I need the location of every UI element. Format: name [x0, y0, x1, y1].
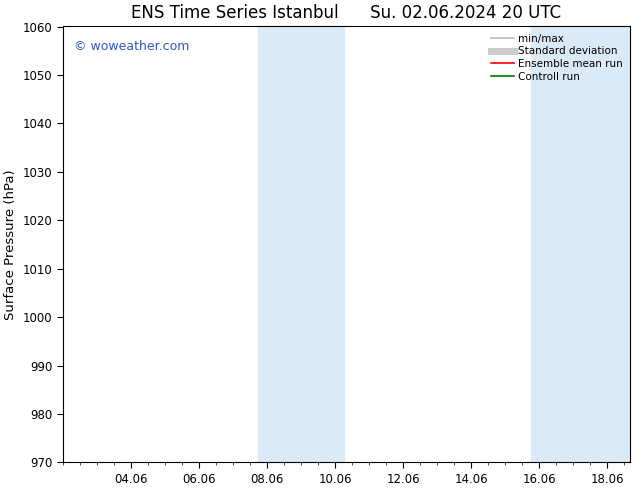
Text: © woweather.com: © woweather.com — [74, 40, 190, 52]
Bar — [531, 26, 630, 463]
Y-axis label: Surface Pressure (hPa): Surface Pressure (hPa) — [4, 169, 17, 320]
Bar — [259, 26, 344, 463]
Legend: min/max, Standard deviation, Ensemble mean run, Controll run: min/max, Standard deviation, Ensemble me… — [486, 29, 626, 86]
Title: ENS Time Series Istanbul      Su. 02.06.2024 20 UTC: ENS Time Series Istanbul Su. 02.06.2024 … — [131, 4, 562, 22]
